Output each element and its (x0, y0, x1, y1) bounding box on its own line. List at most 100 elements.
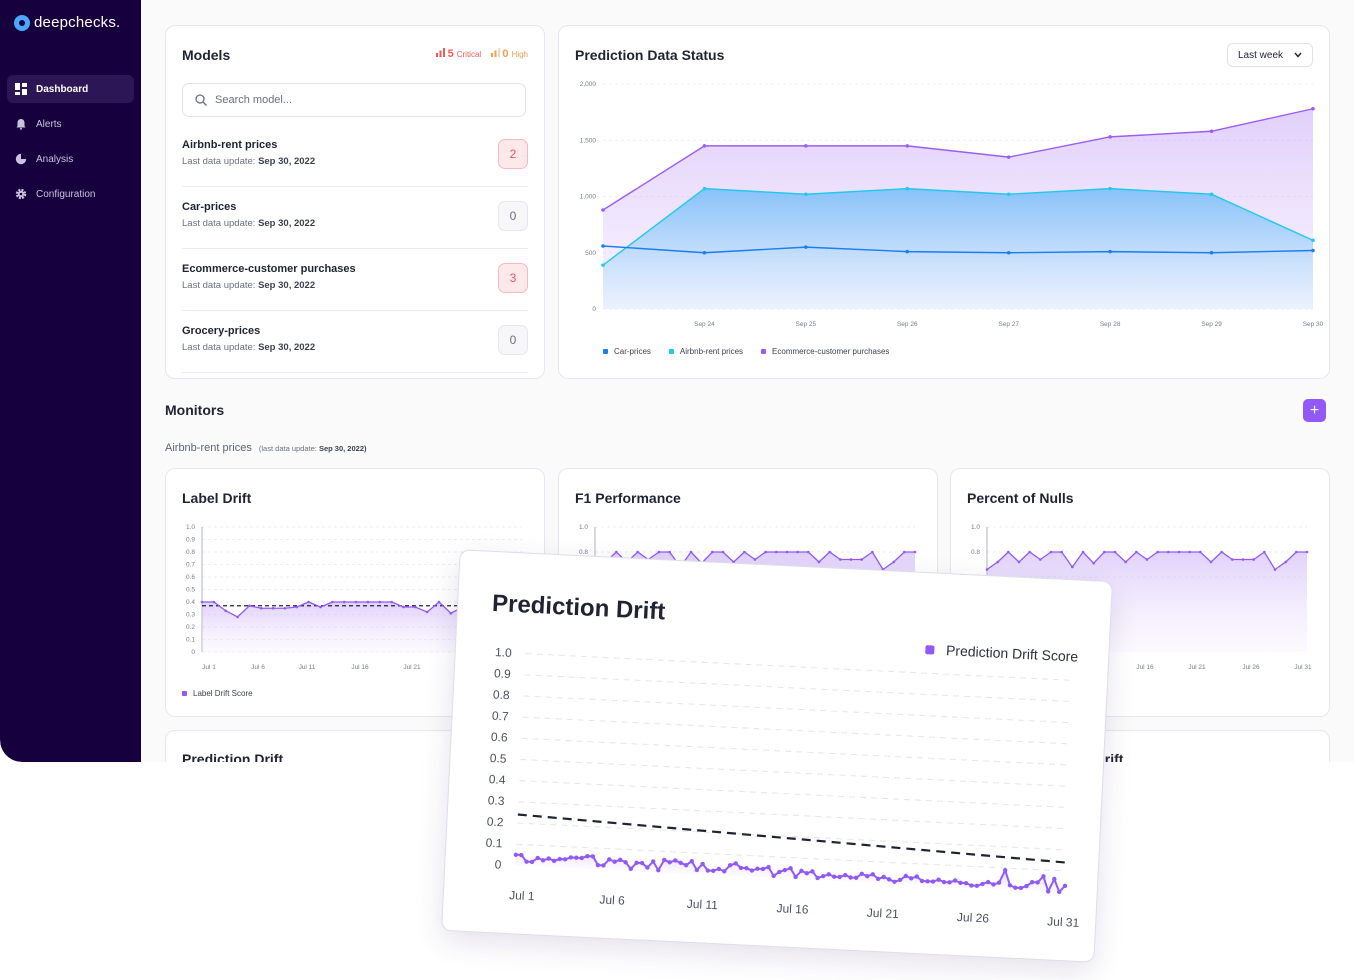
data-point (212, 600, 216, 604)
sidebar-item-alerts[interactable]: Alerts (7, 110, 134, 138)
data-point (535, 855, 540, 861)
sidebar-item-dashboard[interactable]: Dashboard (7, 75, 134, 103)
data-point (985, 879, 991, 885)
data-point (722, 869, 727, 874)
sidebar-item-analysis[interactable]: Analysis (7, 145, 134, 173)
x-tick-label: Jul 6 (251, 664, 265, 671)
data-point (1311, 248, 1315, 253)
data-point (886, 877, 892, 882)
search-input[interactable]: Search model... (182, 83, 526, 117)
data-point (1209, 192, 1214, 197)
model-row[interactable]: Car-prices Last data update: Sep 30, 202… (182, 186, 528, 249)
data-point (919, 878, 925, 884)
data-point (796, 550, 799, 554)
data-point (590, 854, 596, 859)
y-tick-label: 0.5 (186, 587, 195, 594)
data-point (974, 883, 980, 888)
data-point (969, 883, 974, 888)
data-point (744, 865, 749, 871)
data-point (402, 605, 405, 609)
data-point (1060, 550, 1063, 554)
threshold-line (517, 813, 1067, 864)
model-name: Airbnb-rent prices (182, 139, 278, 151)
data-point (905, 186, 910, 191)
y-tick-label: 1.0 (186, 524, 195, 531)
data-point (749, 868, 755, 873)
data-point (908, 876, 914, 881)
high-summary[interactable]: 0 High (491, 48, 528, 60)
model-row[interactable]: Grocery-prices Last data update: Sep 30,… (182, 310, 528, 373)
data-point (817, 560, 821, 564)
legend-item-airbnb[interactable]: Airbnb-rent prices (668, 347, 743, 356)
high-label: High (511, 50, 528, 59)
data-point (848, 875, 853, 880)
gear-icon (15, 188, 27, 200)
model-row[interactable]: Airbnb-rent prices Last data update: Sep… (182, 124, 528, 187)
data-point (563, 857, 568, 862)
data-point (319, 605, 322, 609)
date-range-dropdown[interactable]: Last week (1227, 43, 1313, 67)
legend-item-car[interactable]: Car-prices (603, 347, 651, 356)
legend-item-ecommerce[interactable]: Ecommerce-customer purchases (761, 347, 889, 356)
data-point (513, 852, 519, 857)
model-name: Car-prices (182, 201, 237, 213)
model-row[interactable]: Ecommerce-customer purchases Last data u… (182, 248, 528, 311)
alert-count-badge[interactable]: 3 (498, 263, 528, 293)
data-point (785, 550, 789, 554)
prediction-drift-popup[interactable]: Prediction Drift Prediction Drift Score … (441, 549, 1113, 963)
model-update: Last data update: Sep 30, 2022 (182, 218, 316, 229)
data-point (1017, 560, 1021, 564)
alert-summary: 5 Critical 0 High (436, 48, 528, 60)
data-point (673, 858, 678, 863)
x-tick-label: Jul 31 (1047, 914, 1080, 930)
x-tick-label: Jul 6 (599, 893, 625, 908)
prediction-drift-popup-chart: 1.0 0.9 0.8 0.7 0.6 0.5 0.4 0.3 0.2 0.1 0 Jul 1 Jul … (485, 645, 1080, 930)
data-point (236, 615, 239, 619)
alert-count-badge[interactable]: 0 (498, 325, 528, 355)
data-point (259, 606, 263, 610)
y-tick-label: 0.4 (186, 599, 195, 606)
logo[interactable]: deepchecks. (14, 14, 120, 31)
data-point (804, 144, 808, 148)
data-point (662, 857, 667, 863)
y-tick-label: 0.3 (186, 612, 195, 619)
data-point (788, 865, 793, 871)
alert-count-badge[interactable]: 0 (498, 201, 528, 231)
legend-item-label-drift[interactable]: Label Drift Score (182, 689, 253, 698)
data-point (905, 144, 910, 148)
data-point (820, 873, 826, 879)
y-tick-label: 0.3 (487, 793, 505, 808)
data-point (782, 867, 788, 873)
y-tick-label: 500 (585, 250, 596, 257)
series-area (202, 602, 522, 652)
data-point (689, 550, 693, 554)
y-tick-label: 0 (592, 306, 596, 313)
data-point (766, 864, 771, 870)
y-tick-label: 0.9 (186, 537, 195, 544)
data-point (1305, 550, 1309, 554)
x-tick-label: Jul 16 (351, 664, 369, 671)
data-point (607, 857, 612, 862)
x-tick-label: Sep 26 (897, 321, 918, 328)
data-point (804, 245, 808, 249)
alert-count-badge[interactable]: 2 (498, 139, 528, 169)
bell-icon (16, 119, 26, 130)
add-monitor-button[interactable]: + (1303, 399, 1326, 422)
y-tick-label: 0.1 (186, 637, 195, 644)
data-point (1039, 558, 1042, 561)
data-point (859, 871, 865, 877)
sidebar-item-configuration[interactable]: Configuration (7, 180, 134, 208)
chevron-down-icon (1294, 52, 1302, 58)
data-point (804, 192, 808, 197)
series-line (602, 187, 1314, 266)
y-tick-label: 0.8 (493, 687, 511, 702)
data-point (871, 550, 874, 554)
data-point (1024, 883, 1029, 889)
data-point (1252, 558, 1255, 561)
data-point (366, 600, 370, 604)
date-range-value: Last week (1238, 49, 1284, 61)
data-point (1284, 560, 1287, 564)
critical-summary[interactable]: 5 Critical (436, 48, 481, 60)
percent-nulls-title: Percent of Nulls (967, 490, 1074, 506)
